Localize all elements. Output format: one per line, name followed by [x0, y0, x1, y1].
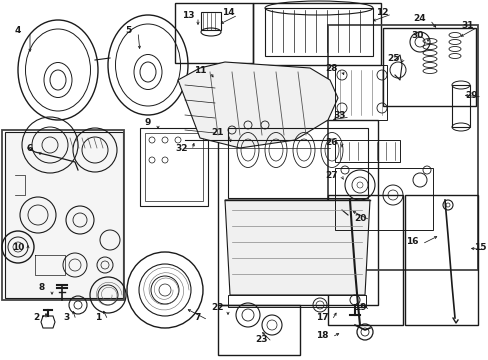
- Text: 14: 14: [221, 8, 234, 17]
- Text: 10: 10: [12, 243, 24, 252]
- Bar: [218, 305, 299, 355]
- Text: 7: 7: [194, 314, 201, 323]
- Text: 33: 33: [333, 111, 346, 120]
- Text: 31: 31: [461, 21, 473, 30]
- Bar: [334, 168, 432, 230]
- Text: 4: 4: [15, 26, 21, 35]
- Text: 3: 3: [63, 314, 69, 323]
- Text: 12: 12: [375, 8, 387, 17]
- Polygon shape: [224, 200, 369, 295]
- Text: 32: 32: [175, 144, 188, 153]
- Bar: [404, 195, 477, 325]
- Text: 29: 29: [465, 90, 477, 99]
- Polygon shape: [178, 62, 337, 148]
- Bar: [252, 3, 380, 65]
- Bar: [334, 140, 399, 162]
- Text: 27: 27: [325, 171, 338, 180]
- Bar: [227, 128, 367, 198]
- Text: 19: 19: [353, 303, 366, 312]
- Text: 8: 8: [39, 284, 45, 292]
- Bar: [218, 120, 377, 305]
- Text: 16: 16: [405, 238, 417, 247]
- Text: 21: 21: [211, 127, 224, 136]
- Text: 24: 24: [413, 14, 426, 23]
- Text: 11: 11: [193, 66, 206, 75]
- Text: 1: 1: [95, 314, 101, 323]
- Bar: [264, 8, 372, 56]
- Bar: [201, 12, 221, 30]
- Text: 23: 23: [255, 336, 268, 345]
- Bar: [334, 65, 386, 120]
- Bar: [327, 195, 402, 325]
- Text: 13: 13: [182, 10, 194, 19]
- Bar: [382, 28, 475, 106]
- Bar: [227, 295, 365, 307]
- Bar: [140, 128, 207, 206]
- Text: 20: 20: [353, 213, 366, 222]
- Bar: [5, 132, 123, 298]
- Text: 22: 22: [211, 303, 224, 312]
- Text: 2: 2: [33, 314, 39, 323]
- Text: 6: 6: [27, 144, 33, 153]
- Bar: [2, 130, 124, 300]
- Text: 30: 30: [411, 31, 423, 40]
- Text: 17: 17: [315, 314, 327, 323]
- Text: 26: 26: [325, 138, 338, 147]
- Text: 15: 15: [473, 243, 485, 252]
- Text: 5: 5: [124, 26, 131, 35]
- Text: 28: 28: [325, 63, 338, 72]
- Bar: [451, 85, 469, 127]
- Bar: [145, 133, 203, 201]
- Text: 18: 18: [315, 330, 327, 339]
- Text: 25: 25: [386, 54, 398, 63]
- Bar: [327, 25, 477, 270]
- Text: 9: 9: [144, 117, 151, 126]
- Bar: [175, 3, 252, 63]
